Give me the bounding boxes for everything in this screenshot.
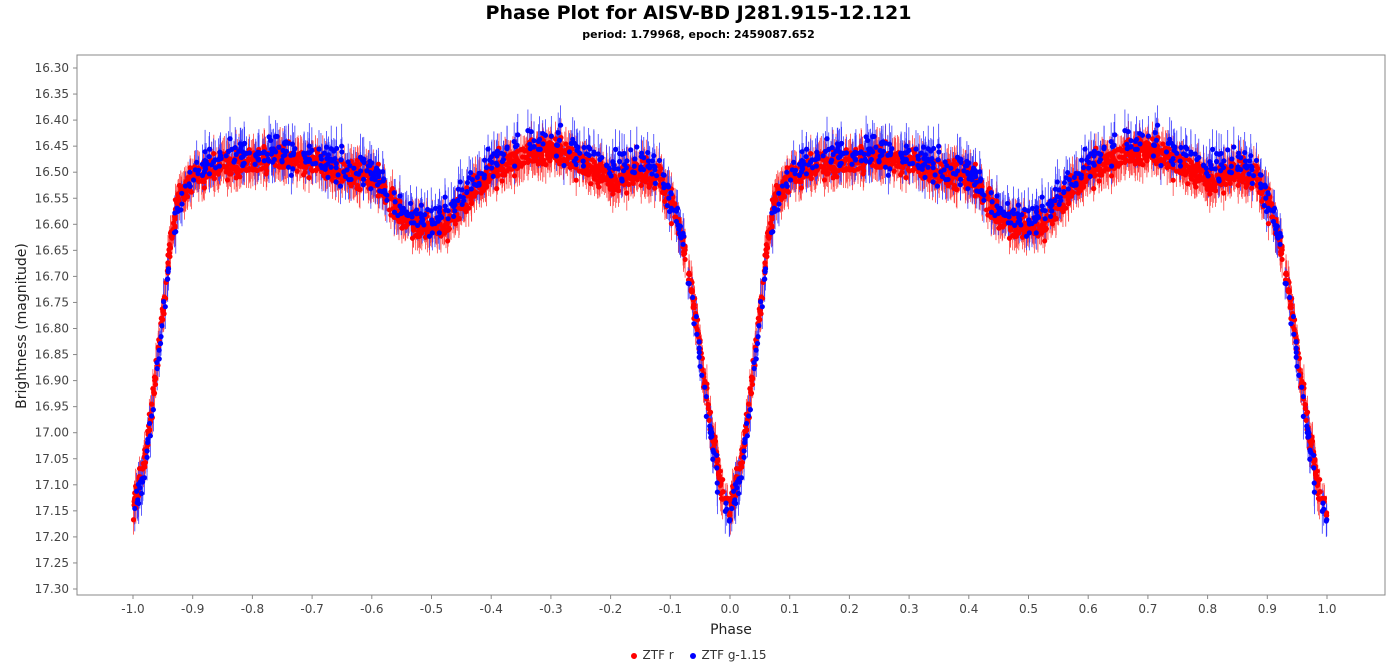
data-point-ztf-r [1303,417,1309,423]
data-point-ztf-r [706,417,712,423]
data-point-ztf-r [1080,184,1087,190]
data-point-ztf-r [682,256,688,263]
data-point-ztf-r [445,238,451,244]
data-point-ztf-r [511,173,518,179]
data-point-ztf-r [1279,256,1285,263]
data-point-ztf-r [483,184,490,190]
data-point-ztf-r [1042,238,1048,244]
data-point-ztf-r [762,260,768,266]
data-point-ztf-r [624,190,630,196]
data-point-ztf-r [166,241,172,248]
data-point-ztf-r [211,150,217,157]
data-point-ztf-r [201,185,207,191]
data-point-ztf-r [1060,202,1066,208]
data-point-ztf-r [808,150,814,157]
data-point-ztf-r [1108,173,1115,179]
data-point-ztf-r [1098,171,1105,177]
data-point-ztf-r [1302,402,1309,408]
data-point-ztf-r [798,185,804,191]
data-point-ztf-r [705,402,712,408]
data-point-ztf-r [1116,154,1123,160]
data-point-ztf-r [298,163,304,169]
data-point-ztf-r [610,191,616,197]
chart-title: Phase Plot for AISV-BD J281.915-12.121 [485,2,912,24]
chart-subtitle: period: 1.79968, epoch: 2459087.652 [582,28,815,41]
data-point-ztf-r [468,201,475,207]
data-point-ztf-r [895,163,901,169]
data-point-ztf-r [657,177,663,183]
data-point-ztf-r [1065,201,1072,207]
data-point-ztf-r [463,202,469,208]
data-point-ztf-r [501,171,508,177]
data-point-ztf-r [1149,136,1156,142]
data-point-ztf-r [903,175,909,181]
data-point-ztf-r [1221,190,1227,196]
data-point-ztf-r [519,154,526,160]
data-point-ztf-r [357,187,363,193]
data-point-ztf-r [1254,177,1260,183]
data-point-ztf-r [763,241,769,248]
data-point-ztf-r [1207,191,1213,197]
data-point-ztf-r [954,187,960,193]
data-points [130,122,1330,524]
data-point-ztf-r [552,136,559,142]
data-point-ztf-r [306,175,312,181]
data-point-ztf-r [165,260,171,266]
